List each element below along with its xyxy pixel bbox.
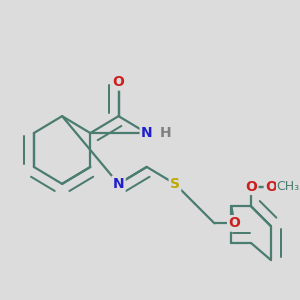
Text: O: O: [228, 216, 240, 230]
Text: N: N: [141, 126, 153, 140]
Text: O: O: [245, 180, 257, 194]
Text: CH₃: CH₃: [277, 180, 300, 193]
Text: H: H: [159, 126, 171, 140]
Text: O: O: [265, 180, 277, 194]
Text: O: O: [112, 75, 124, 89]
Text: N: N: [113, 177, 124, 191]
Text: S: S: [170, 177, 180, 191]
